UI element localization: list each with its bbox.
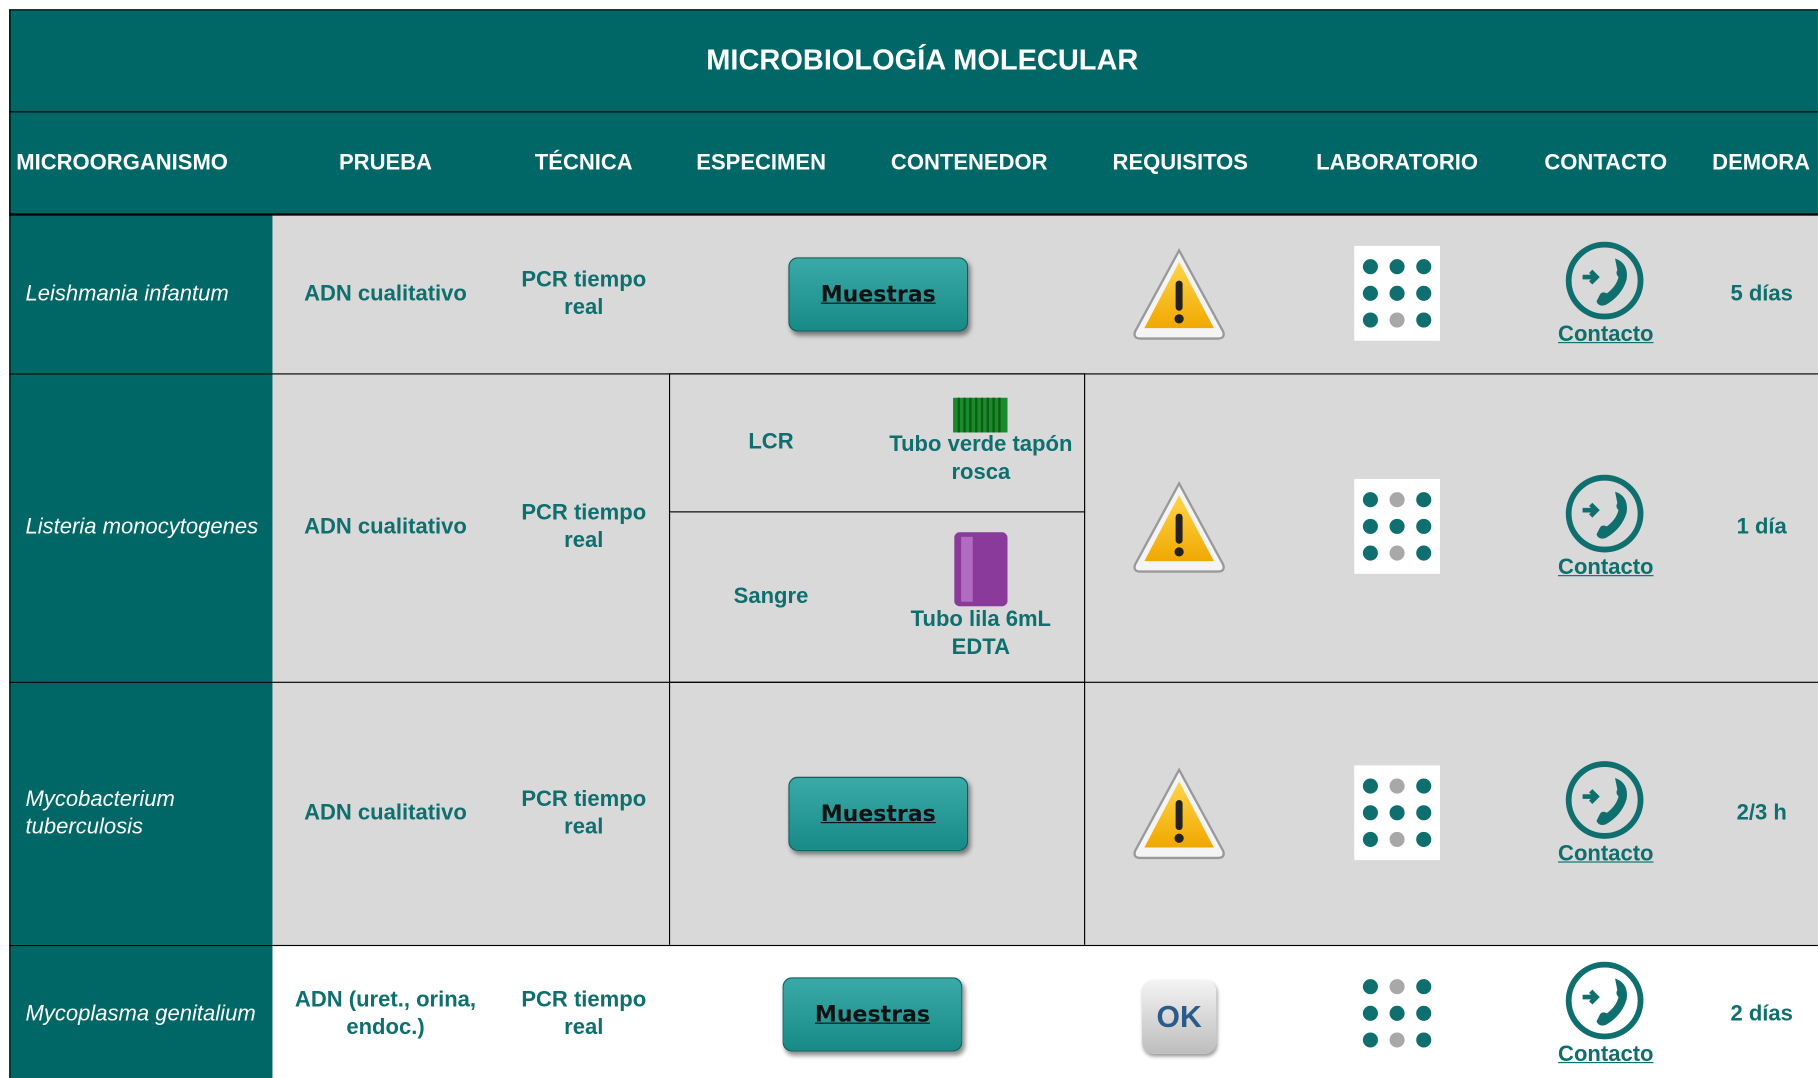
technique: PCR tiempo real <box>521 500 647 554</box>
lab-icon <box>1354 965 1440 1061</box>
specimen-button[interactable]: Muestras <box>782 977 963 1052</box>
delay: 1 día <box>1736 514 1787 540</box>
specimen: Sangre <box>733 583 809 609</box>
column-header: PRUEBA <box>338 150 433 176</box>
lab-icon <box>1354 245 1440 341</box>
phone-icon <box>1565 474 1644 553</box>
test: ADN cualitativo <box>304 281 467 306</box>
technique: PCR tiempo real <box>521 786 647 839</box>
delay: 2 días <box>1730 1001 1793 1027</box>
contact-link[interactable]: Contacto <box>1558 841 1654 866</box>
container: Tubo verde tapón rosca <box>889 432 1073 485</box>
row-background <box>272 681 1818 945</box>
test: ADN cualitativo <box>304 800 467 825</box>
specimen-button[interactable]: Muestras <box>788 256 969 332</box>
phone-icon <box>1565 760 1644 839</box>
specimen-block <box>668 681 1086 945</box>
title-bar <box>9 9 1818 113</box>
row-background <box>272 214 1818 374</box>
lab-icon <box>1354 764 1440 860</box>
test: ADN (uret., orina, endoc.) <box>294 987 477 1040</box>
delay: 2/3 h <box>1736 800 1787 825</box>
lilac-tube <box>954 532 1008 607</box>
container: Tubo lila 6mL EDTA <box>910 607 1052 660</box>
warning-icon <box>1133 481 1225 573</box>
warning-icon <box>1133 766 1225 859</box>
organism-cell <box>9 681 273 945</box>
row-background <box>272 944 1818 1078</box>
organism: Leishmania infantum <box>25 281 229 306</box>
green-tube <box>953 397 1008 433</box>
column-header: CONTACTO <box>1544 150 1668 176</box>
organism: Mycobacterium tuberculosis <box>25 786 175 839</box>
organism-cell <box>9 373 273 682</box>
specimen: LCR <box>748 429 794 454</box>
column-header: REQUISITOS <box>1112 150 1249 176</box>
column-header: CONTENEDOR <box>890 150 1048 176</box>
contact-link[interactable]: Contacto <box>1558 555 1654 580</box>
specimen-button[interactable]: Muestras <box>788 776 969 851</box>
contact-link[interactable]: Contacto <box>1558 1042 1654 1067</box>
column-header: MICROORGANISMO <box>16 150 228 176</box>
organism-cell <box>9 944 273 1078</box>
organism: Listeria monocytogenes <box>25 514 259 540</box>
column-header: LABORATORIO <box>1316 150 1479 176</box>
phone-icon <box>1565 241 1644 319</box>
test: ADN cualitativo <box>304 514 467 540</box>
title: MICROBIOLOGÍA MOLECULAR <box>706 44 1139 77</box>
technique: PCR tiempo real <box>521 267 647 320</box>
requirement-ok[interactable]: OK <box>1142 979 1217 1054</box>
divider <box>668 511 1086 513</box>
delay: 5 días <box>1730 281 1793 306</box>
phone-icon <box>1565 961 1644 1040</box>
outer-left-border <box>9 9 11 1078</box>
lab-icon <box>1354 478 1440 574</box>
header-bar <box>9 112 1818 215</box>
column-header: TÉCNICA <box>534 150 633 176</box>
organism: Mycoplasma genitalium <box>25 1001 256 1027</box>
row-background <box>272 373 1818 682</box>
contact-link[interactable]: Contacto <box>1558 321 1654 347</box>
column-header: DEMORA <box>1712 150 1811 176</box>
specimen-block <box>668 373 1086 682</box>
technique: PCR tiempo real <box>521 987 647 1040</box>
column-header: ESPECIMEN <box>696 150 827 176</box>
organism-cell <box>9 214 273 374</box>
warning-icon <box>1133 247 1225 340</box>
